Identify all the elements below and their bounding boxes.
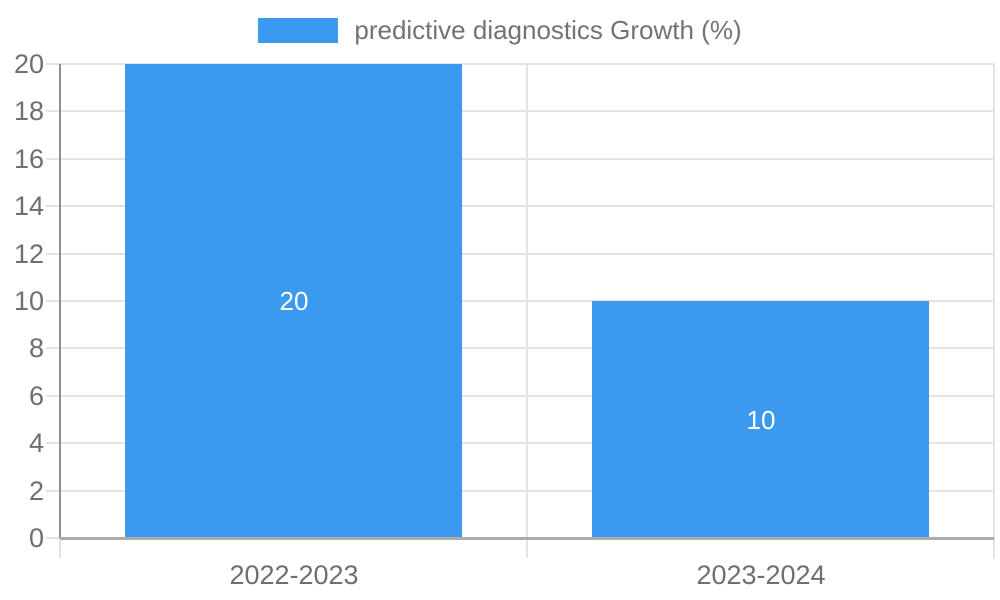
y-tick-label: 14 (13, 191, 44, 222)
y-tick-label: 8 (28, 333, 44, 364)
bar-2022-2023[interactable] (125, 64, 462, 538)
gridline-vertical (526, 64, 528, 538)
y-tick-label: 18 (13, 96, 44, 127)
gridline-horizontal (46, 347, 994, 350)
y-tick-label: 20 (13, 49, 44, 79)
bar-value-label: 20 (279, 286, 309, 316)
x-axis-line (60, 537, 994, 540)
gridline-horizontal (46, 157, 994, 160)
legend-label: predictive diagnostics Growth (%) (354, 15, 742, 45)
y-tick-label: 4 (28, 428, 44, 459)
x-axis-label: 2022-2023 (229, 560, 359, 590)
bar-2023-2024[interactable] (592, 301, 929, 538)
x-axis-tick (59, 538, 61, 558)
x-axis-tick (993, 538, 995, 558)
legend-swatch (258, 18, 339, 43)
gridline-vertical (993, 64, 995, 538)
gridline-horizontal (46, 394, 994, 397)
y-tick-label: 2 (28, 475, 44, 506)
y-axis-line (59, 64, 61, 538)
bar-value-label: 10 (746, 405, 776, 435)
gridline-horizontal (46, 252, 994, 255)
gridline-horizontal (46, 205, 994, 208)
x-axis-label: 2023-2024 (696, 560, 826, 590)
gridline-horizontal (46, 442, 994, 445)
y-tick-label: 16 (13, 143, 44, 174)
x-axis-tick (526, 538, 528, 558)
legend[interactable]: predictive diagnostics Growth (%) (0, 13, 1000, 48)
y-tick-label: 6 (28, 380, 44, 411)
y-tick-label: 10 (13, 286, 44, 316)
y-tick-label: 12 (13, 238, 44, 269)
y-tick-label: 0 (28, 523, 44, 553)
gridline-horizontal (46, 110, 994, 113)
gridline-horizontal (46, 63, 994, 65)
gridline-horizontal (46, 489, 994, 492)
gridline-horizontal (46, 300, 994, 302)
